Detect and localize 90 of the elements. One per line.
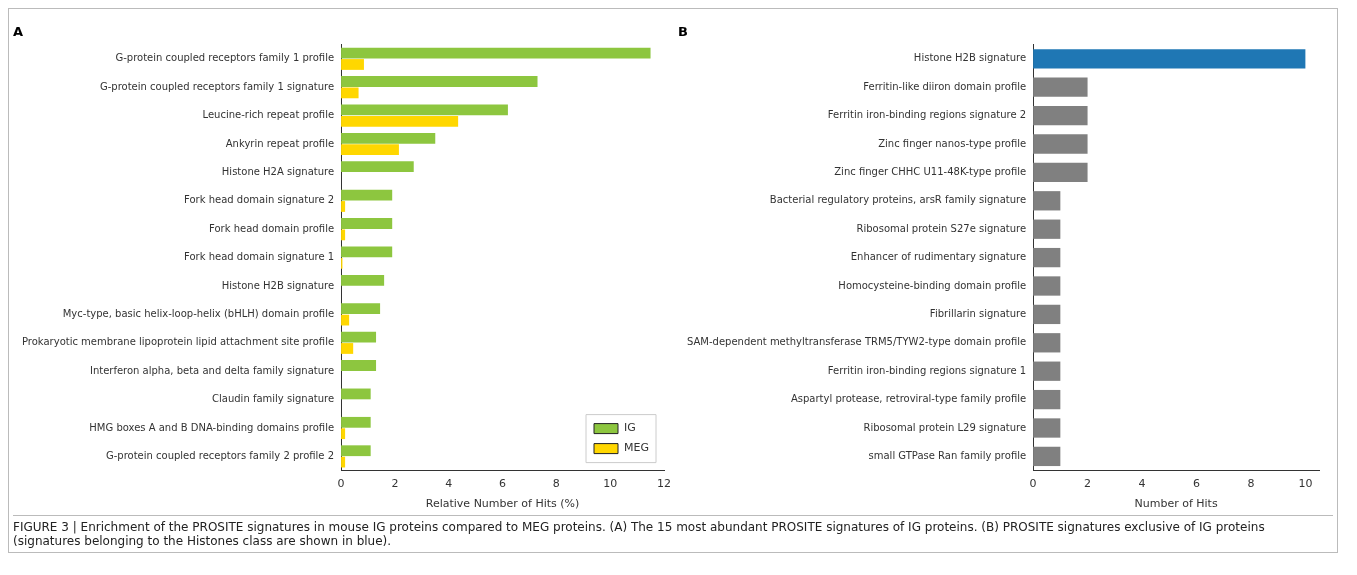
bar — [341, 456, 346, 468]
bar — [341, 161, 414, 173]
bar — [341, 144, 399, 156]
x-tick-label: 10 — [1298, 477, 1313, 491]
y-tick-label: Histone H2B signature — [913, 52, 1027, 64]
bar — [341, 76, 538, 87]
bar — [341, 218, 393, 229]
y-tick-label: G-protein coupled receptors family 1 profile — [115, 52, 335, 64]
bar — [341, 303, 381, 315]
bar — [341, 189, 393, 201]
y-tick-label: Leucine-rich repeat profile — [202, 109, 335, 121]
y-tick-label: Ferritin iron-binding regions signature 2 — [827, 109, 1027, 121]
bar — [1033, 333, 1061, 353]
bar — [1033, 219, 1061, 239]
x-tick-label: 2 — [1084, 477, 1092, 491]
y-tick-label: HMG boxes A and B DNA-binding domains profile — [89, 421, 335, 433]
y-tick-label: Histone H2A signature — [221, 165, 335, 177]
x-axis-title: Relative Number of Hits (%) — [425, 497, 580, 511]
x-tick-label: 12 — [657, 477, 671, 491]
x-tick-label: 10 — [603, 477, 618, 491]
y-tick-label: Ribosomal protein L29 signature — [863, 421, 1027, 433]
y-tick-label: Ferritin-like diiron domain profile — [863, 80, 1027, 92]
y-tick-label: Fork head domain signature 2 — [184, 194, 335, 206]
bar — [341, 416, 371, 428]
bar — [1033, 304, 1061, 325]
y-tick-label: G-protein coupled receptors family 1 signature — [99, 80, 335, 92]
bar — [341, 388, 371, 400]
legend-label: IG — [624, 421, 636, 435]
bar — [1033, 361, 1061, 381]
bar — [1033, 389, 1061, 410]
x-tick-label: 6 — [1192, 477, 1200, 491]
bar — [341, 360, 377, 371]
y-tick-label: Ferritin iron-binding regions signature 1 — [827, 364, 1027, 376]
y-tick-label: Ribosomal protein S27e signature — [856, 222, 1027, 234]
bar — [341, 343, 354, 354]
bar — [341, 314, 350, 326]
y-tick-label: Interferon alpha, beta and delta family signature — [89, 364, 335, 376]
bar — [341, 132, 436, 144]
bar — [341, 87, 359, 99]
bar — [341, 331, 377, 343]
bar — [1033, 247, 1061, 268]
y-tick-label: Enhancer of rudimentary signature — [850, 251, 1027, 263]
y-tick-label: small GTPase Ran family profile — [868, 449, 1027, 461]
x-tick-label: 2 — [391, 477, 399, 491]
bar — [341, 201, 346, 212]
x-tick-label: 4 — [1138, 477, 1146, 491]
y-tick-label: Homocysteine-binding domain profile — [838, 279, 1027, 291]
text: B — [678, 24, 688, 40]
y-tick-label: Zinc finger nanos-type profile — [878, 137, 1027, 149]
y-tick-label: Fork head domain profile — [209, 222, 335, 234]
bar — [341, 246, 393, 258]
y-tick-label: SAM-dependent methyltransferase TRM5/TYW2-type domain profile — [687, 336, 1027, 348]
y-tick-label: Myc-type, basic helix-loop-helix (bHLH) domain profile — [62, 307, 335, 319]
legend-label: MEG — [624, 441, 649, 455]
bar — [341, 47, 651, 59]
y-tick-label: Ankyrin repeat profile — [225, 137, 335, 149]
bar — [1033, 105, 1088, 126]
y-tick-label: Fork head domain signature 1 — [184, 251, 335, 263]
x-axis-title: Number of Hits — [1134, 497, 1218, 511]
bar — [1033, 77, 1088, 97]
bar — [1033, 446, 1061, 467]
bar — [1033, 276, 1061, 296]
text: A — [13, 24, 24, 40]
bar — [341, 104, 508, 116]
y-tick-label: Claudin family signature — [212, 393, 335, 405]
x-tick-label: 8 — [1247, 477, 1255, 491]
x-tick-label: 6 — [499, 477, 507, 491]
y-tick-label: Bacterial regulatory proteins, arsR family signature — [769, 194, 1027, 206]
bar — [341, 115, 459, 127]
bar — [341, 229, 346, 241]
bar — [341, 445, 371, 457]
x-tick-label: 0 — [337, 477, 345, 491]
bar — [1033, 162, 1088, 183]
bar — [341, 428, 346, 440]
bar — [1033, 49, 1306, 69]
y-tick-label: Fibrillarin signature — [929, 307, 1027, 319]
y-tick-label: Zinc finger CHHC U11-48K-type profile — [834, 165, 1027, 177]
bar — [1033, 191, 1061, 211]
y-tick-label: Aspartyl protease, retroviral-type family profile — [790, 393, 1027, 405]
bar — [1033, 134, 1088, 154]
bar — [341, 274, 385, 286]
bar — [1033, 418, 1061, 438]
y-tick-label: G-protein coupled receptors family 2 profile 2 — [105, 449, 335, 461]
y-tick-label: Prokaryotic membrane lipoprotein lipid attachment site profile — [21, 336, 335, 348]
x-tick-label: 8 — [552, 477, 560, 491]
x-tick-label: 4 — [445, 477, 453, 491]
caption: FIGURE 3 | Enrichment of the PROSITE signatures in mouse IG proteins compared to MEG proteins. (A) The 15 most abundant PROSITE signatures of IG proteins. (B) PROSITE signatures exclusive of IG proteins (signatures belonging to the Histones class are shown in blue). — [13, 515, 1333, 548]
x-tick-label: 0 — [1029, 477, 1037, 491]
bar — [341, 59, 364, 70]
y-tick-label: Histone H2B signature — [221, 279, 335, 291]
